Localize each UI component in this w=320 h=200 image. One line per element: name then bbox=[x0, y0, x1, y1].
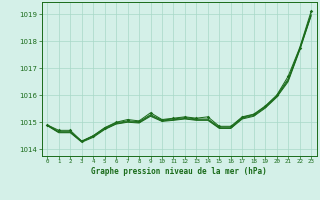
X-axis label: Graphe pression niveau de la mer (hPa): Graphe pression niveau de la mer (hPa) bbox=[91, 167, 267, 176]
